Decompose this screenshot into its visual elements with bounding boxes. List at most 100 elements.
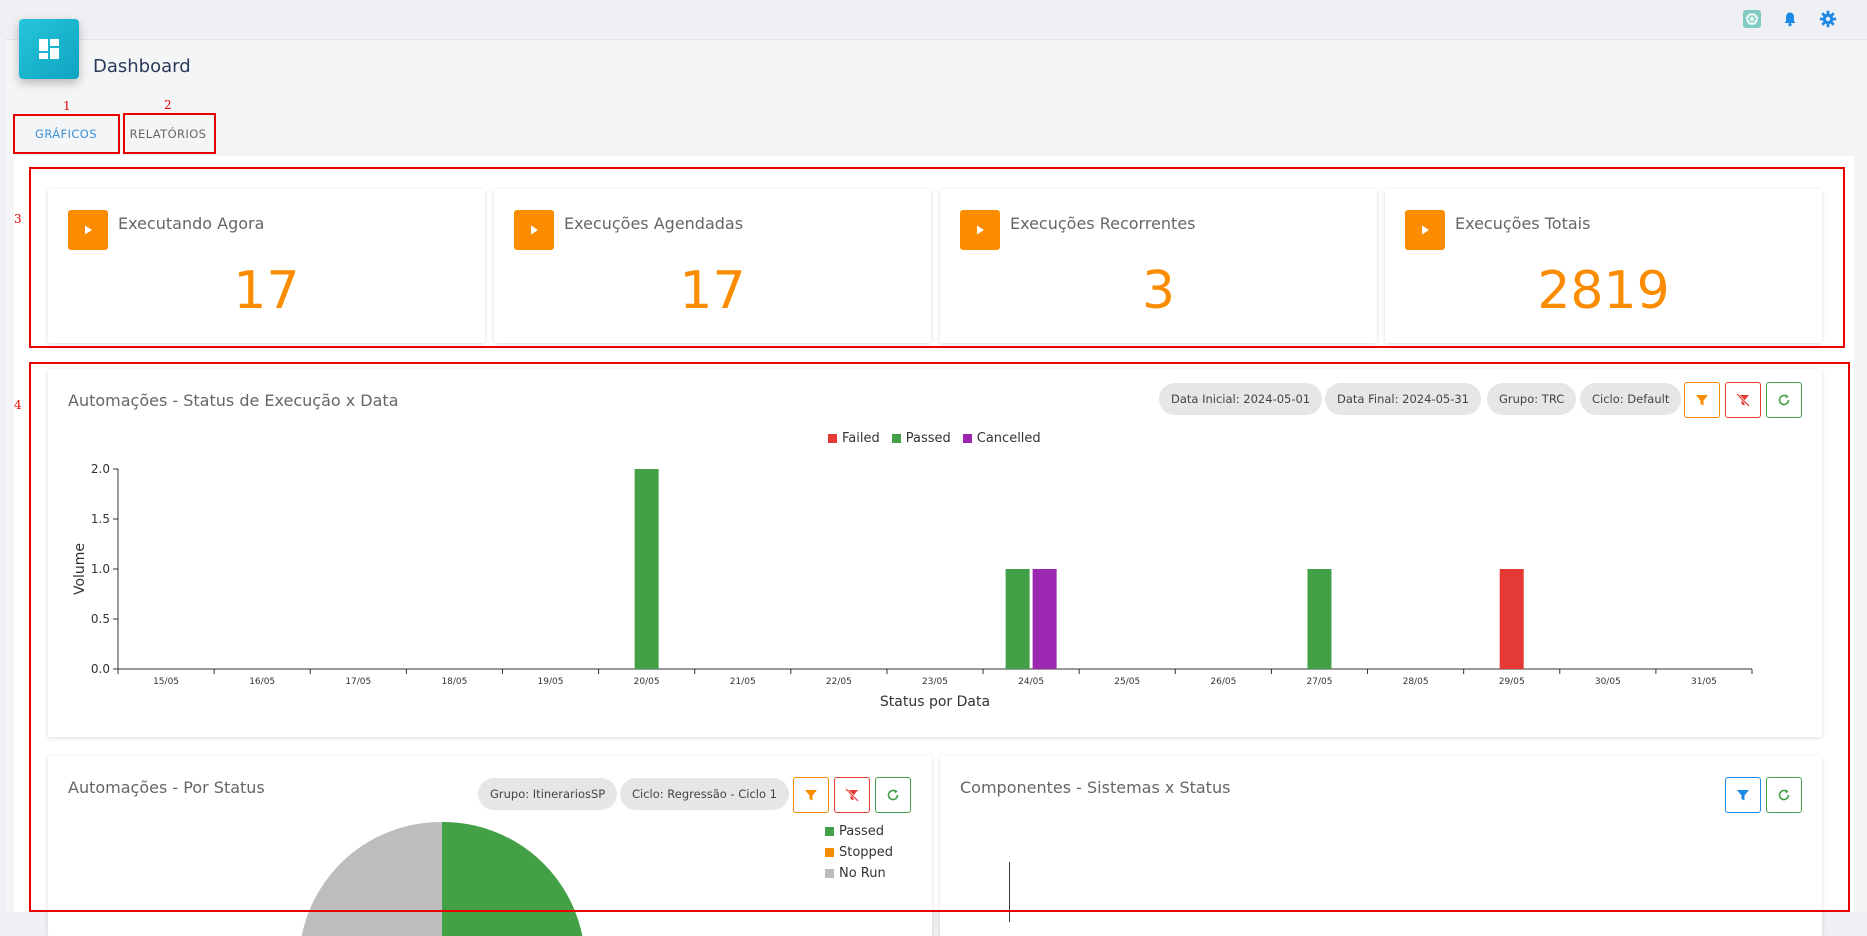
clear-filter-button[interactable] bbox=[1725, 382, 1761, 418]
filter-off-icon bbox=[1736, 393, 1750, 407]
tab-graficos[interactable]: GRÁFICOS bbox=[14, 115, 118, 153]
refresh-icon bbox=[1778, 789, 1790, 801]
filter-button[interactable] bbox=[1684, 382, 1720, 418]
page-title: Dashboard bbox=[93, 56, 191, 77]
x-tick-label: 17/05 bbox=[345, 677, 371, 687]
play-icon bbox=[514, 210, 554, 250]
bar-failed-29-05[interactable] bbox=[1499, 569, 1524, 669]
filter-off-icon bbox=[845, 788, 859, 802]
top-bar bbox=[0, 0, 1867, 38]
chart-legend: Failed Passed Cancelled bbox=[828, 431, 1041, 446]
legend-item-cancelled[interactable]: Cancelled bbox=[962, 431, 1041, 446]
refresh-button[interactable] bbox=[875, 777, 911, 813]
x-tick-label: 16/05 bbox=[249, 677, 275, 687]
y-tick-label: 1.0 bbox=[91, 562, 110, 576]
legend-item-no-run[interactable]: No Run bbox=[825, 866, 893, 881]
clear-filter-button[interactable] bbox=[834, 777, 870, 813]
stat-title: Execuções Agendadas bbox=[564, 214, 744, 233]
filter-button[interactable] bbox=[1725, 777, 1761, 813]
x-tick-label: 20/05 bbox=[634, 677, 660, 687]
filter-chip-data-final: Data Final: 2024-05-31 bbox=[1325, 383, 1481, 415]
bar-passed-20-05[interactable] bbox=[634, 469, 659, 669]
y-tick-label: 0.0 bbox=[91, 662, 110, 676]
y-tick-label: 2.0 bbox=[91, 462, 110, 476]
refresh-icon bbox=[1778, 394, 1790, 406]
refresh-button[interactable] bbox=[1766, 382, 1802, 418]
filter-chip-data-inicial: Data Inicial: 2024-05-01 bbox=[1159, 383, 1323, 415]
components-card: Componentes - Sistemas x Status bbox=[940, 756, 1822, 936]
stat-title: Executando Agora bbox=[118, 214, 265, 233]
bar-passed-24-05[interactable] bbox=[1005, 569, 1030, 669]
stat-title: Execuções Totais bbox=[1455, 214, 1591, 233]
filter-button[interactable] bbox=[793, 777, 829, 813]
bar-passed-27-05[interactable] bbox=[1307, 569, 1332, 669]
pie-slice-passed[interactable] bbox=[442, 821, 584, 936]
x-tick-label: 29/05 bbox=[1499, 677, 1525, 687]
x-tick-label: 18/05 bbox=[441, 677, 467, 687]
y-tick-label: 1.5 bbox=[91, 512, 110, 526]
status-bar-chart: 0.0 0.5 1.0 1.5 2.0 15/05 16/05 17/05 18/05 19/05… bbox=[72, 462, 1753, 710]
status-chart-card: Automações - Status de Execução x Data D… bbox=[48, 369, 1822, 737]
play-icon bbox=[960, 210, 1000, 250]
x-tick-label: 31/05 bbox=[1691, 677, 1717, 687]
filter-icon bbox=[1696, 395, 1708, 406]
legend-item-failed[interactable]: Failed bbox=[828, 431, 880, 446]
filter-chip-ciclo: Ciclo: Regressão - Ciclo 1 bbox=[620, 778, 789, 810]
stat-card-executando-agora: Executando Agora 17 bbox=[48, 189, 485, 343]
card-title: Automações - Por Status bbox=[68, 778, 265, 797]
stat-value: 17 bbox=[679, 261, 746, 321]
x-tick-label: 25/05 bbox=[1114, 677, 1140, 687]
dashboard-icon bbox=[39, 39, 59, 59]
annotation-label-2: 2 bbox=[164, 98, 172, 112]
pie-legend: Passed Stopped No Run bbox=[825, 824, 893, 887]
card-title: Componentes - Sistemas x Status bbox=[960, 778, 1231, 797]
y-tick-label: 0.5 bbox=[91, 612, 110, 626]
stat-title: Execuções Recorrentes bbox=[1010, 214, 1196, 233]
x-tick-label: 21/05 bbox=[730, 677, 756, 687]
x-tick-label: 15/05 bbox=[153, 677, 179, 687]
stat-value: 2819 bbox=[1537, 261, 1670, 321]
bell-icon[interactable] bbox=[1779, 8, 1801, 30]
legend-item-stopped[interactable]: Stopped bbox=[825, 845, 893, 860]
x-tick-label: 23/05 bbox=[922, 677, 948, 687]
refresh-icon bbox=[887, 789, 899, 801]
x-axis-title: Status por Data bbox=[880, 694, 990, 710]
bar-cancelled-24-05[interactable] bbox=[1032, 569, 1057, 669]
y-axis-title: Volume bbox=[72, 543, 88, 595]
openai-icon[interactable] bbox=[1741, 8, 1763, 30]
pie-slice-no-run[interactable] bbox=[300, 821, 442, 936]
filter-chip-grupo: Grupo: ItinerariosSP bbox=[478, 778, 618, 810]
legend-item-passed[interactable]: Passed bbox=[825, 824, 893, 839]
filter-chip-ciclo: Ciclo: Default bbox=[1580, 383, 1682, 415]
x-tick-label: 26/05 bbox=[1210, 677, 1236, 687]
filter-chip-grupo: Grupo: TRC bbox=[1487, 383, 1577, 415]
gear-icon[interactable] bbox=[1817, 8, 1839, 30]
tab-bar: GRÁFICOS RELATÓRIOS bbox=[14, 115, 214, 153]
annotation-label-1: 1 bbox=[63, 99, 71, 113]
refresh-button[interactable] bbox=[1766, 777, 1802, 813]
stat-value: 17 bbox=[233, 261, 300, 321]
stat-card-execucoes-recorrentes: Execuções Recorrentes 3 bbox=[940, 189, 1377, 343]
play-icon bbox=[1405, 210, 1445, 250]
filter-icon bbox=[805, 790, 817, 801]
x-tick-label: 22/05 bbox=[826, 677, 852, 687]
filter-icon bbox=[1737, 790, 1749, 801]
legend-item-passed[interactable]: Passed bbox=[891, 431, 951, 446]
status-pie-chart bbox=[300, 821, 584, 936]
x-tick-label: 19/05 bbox=[538, 677, 564, 687]
annotation-label-3: 3 bbox=[14, 212, 22, 226]
tab-relatorios[interactable]: RELATÓRIOS bbox=[129, 127, 207, 141]
x-tick-label: 28/05 bbox=[1403, 677, 1429, 687]
status-pie-card: Automações - Por Status Grupo: Itinerari… bbox=[48, 756, 932, 936]
x-tick-label: 24/05 bbox=[1018, 677, 1044, 687]
stat-card-execucoes-totais: Execuções Totais 2819 bbox=[1385, 189, 1822, 343]
stat-card-execucoes-agendadas: Execuções Agendadas 17 bbox=[494, 189, 931, 343]
stat-value: 3 bbox=[1141, 261, 1176, 321]
play-icon bbox=[68, 210, 108, 250]
x-tick-label: 30/05 bbox=[1595, 677, 1621, 687]
dashboard-logo bbox=[19, 19, 79, 79]
x-tick-label: 27/05 bbox=[1307, 677, 1333, 687]
annotation-label-4: 4 bbox=[14, 398, 22, 412]
card-title: Automações - Status de Execução x Data bbox=[68, 391, 399, 410]
chart-axis-line bbox=[1009, 862, 1010, 922]
